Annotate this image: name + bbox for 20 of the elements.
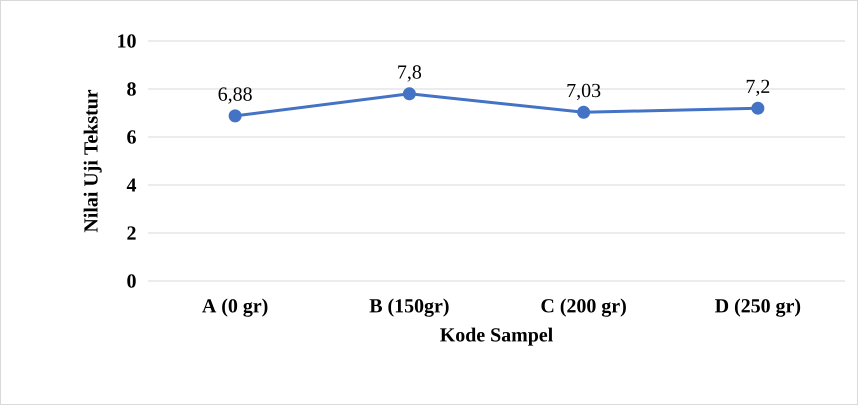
point: [577, 106, 590, 119]
data-label: 7,03: [568, 84, 600, 100]
x-tick-label: B (150gr): [370, 298, 449, 317]
data-label: 6,88: [218, 87, 252, 104]
y-tick-label: 2: [127, 226, 136, 240]
data-label: 7,2: [746, 80, 770, 96]
y-tick-label: 6: [127, 130, 136, 144]
point: [402, 87, 416, 100]
y-tick-label: 0: [127, 274, 136, 288]
point: [228, 109, 242, 122]
x-tick-label: C (200 gr): [541, 298, 626, 317]
x-tick-label: A (0 gr): [202, 298, 268, 317]
y-tick-label: 10: [118, 34, 136, 48]
y-tick-label: 4: [126, 178, 136, 192]
y-axis-title: Nilai Uji Tekstur: [84, 90, 102, 232]
point: [751, 102, 764, 115]
x-tick-label: D (250 gr): [715, 298, 800, 317]
data-label: 7,8: [398, 65, 422, 82]
y-tick-label: 8: [127, 82, 136, 96]
x-axis-title: Kode Sampel: [440, 328, 553, 346]
